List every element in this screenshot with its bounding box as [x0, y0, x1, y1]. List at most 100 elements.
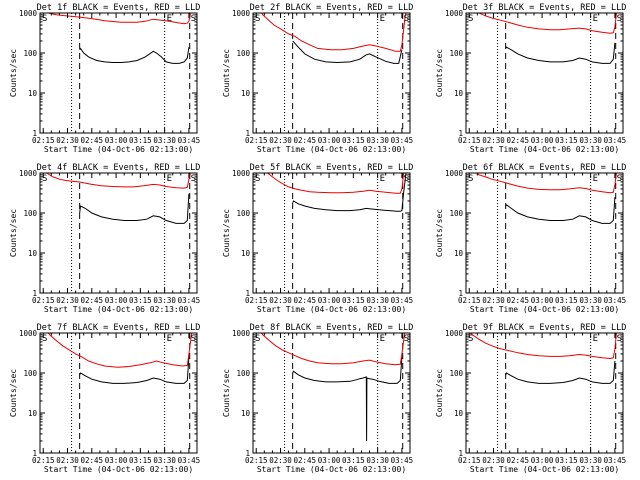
x-tick-label: 03:45 — [391, 456, 414, 465]
x-tick-label: 03:15 — [129, 296, 152, 305]
y-tick-label: 1 — [32, 449, 37, 458]
series-line-events — [292, 40, 403, 64]
y-tick-label: 1000 — [445, 169, 464, 178]
x-tick-label: 03:30 — [366, 296, 389, 305]
y-tick-label: 1 — [32, 129, 37, 138]
marker-end-e: E — [380, 334, 385, 344]
x-tick-label: 03:45 — [604, 456, 627, 465]
plot-frame — [39, 172, 198, 294]
x-tick-label: 02:15 — [245, 296, 268, 305]
panel-3: Det 3f BLACK = Events, RED = LLD 1 10 100 10… — [435, 3, 627, 154]
x-tick-label: 02:30 — [269, 296, 292, 305]
chart-title: Det 5f BLACK = Events, RED = LLD — [250, 163, 414, 173]
x-tick-label: 03:45 — [178, 296, 201, 305]
series-line-events — [292, 173, 407, 212]
x-tick-label: 02:30 — [482, 296, 505, 305]
marker-start-s-right: S — [617, 334, 622, 344]
y-tick-label: 1000 — [232, 169, 251, 178]
x-tick-label: 02:30 — [269, 136, 292, 145]
plot-frame — [252, 12, 411, 134]
chart-title: Det 8f BLACK = Events, RED = LLD — [250, 323, 414, 333]
y-tick-label: 1 — [32, 289, 37, 298]
x-tick-label: 02:15 — [32, 296, 55, 305]
series-line-lld — [260, 13, 407, 52]
marker-end-e: E — [167, 334, 172, 344]
marker-start-s-right: S — [191, 334, 196, 344]
x-tick-label: 03:30 — [153, 136, 176, 145]
x-tick-label: 03:00 — [318, 296, 341, 305]
panel-7: Det 7f BLACK = Events, RED = LLD 1 10 100 10… — [9, 323, 200, 474]
x-tick-label: 02:15 — [245, 456, 268, 465]
marker-end-e: E — [380, 14, 385, 24]
x-tick-label: 02:45 — [294, 296, 317, 305]
series-group — [260, 13, 407, 64]
series-group — [469, 333, 619, 384]
y-axis-label: Counts/sec — [222, 49, 231, 97]
x-tick-label: 02:30 — [56, 296, 79, 305]
plot-frame — [39, 12, 198, 134]
x-tick-label: 03:00 — [531, 456, 554, 465]
chart-title: Det 4f BLACK = Events, RED = LLD — [37, 163, 201, 173]
panel-9: Det 9f BLACK = Events, RED = LLD 1 10 100 10… — [435, 323, 626, 474]
marker-start-s: S — [42, 334, 47, 344]
x-tick-label: 03:45 — [391, 136, 414, 145]
series-line-lld — [44, 173, 193, 189]
y-axis-label: Counts/sec — [9, 49, 18, 97]
chart-title: Det 3f BLACK = Events, RED = LLD — [463, 3, 627, 13]
y-tick-label: 1000 — [19, 169, 38, 178]
x-tick-label: 03:00 — [105, 296, 128, 305]
x-tick-label: 02:45 — [507, 456, 530, 465]
y-tick-label: 1 — [245, 449, 250, 458]
x-tick-label: 02:15 — [458, 456, 481, 465]
x-tick-label: 02:45 — [81, 296, 104, 305]
y-tick-label: 100 — [236, 369, 250, 378]
y-tick-label: 10 — [454, 89, 464, 98]
x-tick-label: 02:15 — [458, 136, 481, 145]
series-line-events — [79, 193, 190, 224]
x-axis-label: Start Time (04-Oct-06 02:13:00) — [257, 465, 406, 474]
series-line-lld — [47, 333, 193, 368]
plot-frame — [465, 172, 624, 294]
panel-6: Det 6f BLACK = Events, RED = LLD 1 10 100 10… — [435, 163, 626, 314]
marker-end-e: E — [167, 14, 172, 24]
x-tick-label: 03:00 — [105, 136, 128, 145]
x-axis-label: Start Time (04-Oct-06 02:13:00) — [257, 145, 406, 154]
x-tick-label: 02:30 — [482, 456, 505, 465]
plot-frame — [465, 332, 624, 454]
x-axis-label: Start Time (04-Oct-06 02:13:00) — [44, 145, 193, 154]
marker-end-e: E — [593, 174, 598, 184]
y-tick-label: 1000 — [19, 329, 38, 338]
y-tick-label: 1 — [458, 129, 463, 138]
series-group — [43, 13, 192, 64]
marker-end-e: E — [593, 334, 598, 344]
x-tick-label: 03:15 — [342, 456, 365, 465]
y-tick-label: 10 — [241, 249, 251, 258]
x-tick-label: 02:30 — [482, 136, 505, 145]
y-tick-label: 10 — [241, 409, 251, 418]
y-tick-label: 100 — [23, 209, 37, 218]
marker-start-s-right: S — [617, 174, 622, 184]
marker-end-e: E — [380, 174, 385, 184]
y-tick-label: 1000 — [445, 9, 464, 18]
series-line-lld — [469, 333, 619, 360]
y-tick-label: 1 — [458, 289, 463, 298]
marker-start-s: S — [42, 14, 47, 24]
series-line-events — [505, 197, 616, 224]
series-group — [47, 333, 193, 384]
panel-4: Det 4f BLACK = Events, RED = LLD 1 10 100 10… — [9, 163, 200, 314]
series-line-lld — [43, 13, 192, 25]
marker-start-s: S — [468, 334, 473, 344]
x-axis-label: Start Time (04-Oct-06 02:13:00) — [44, 305, 193, 314]
y-tick-label: 10 — [28, 409, 38, 418]
y-tick-label: 10 — [28, 249, 38, 258]
x-tick-label: 02:45 — [507, 296, 530, 305]
plot-frame — [252, 332, 411, 454]
panel-1: Det 1f BLACK = Events, RED = LLD 1 10 100 10… — [9, 3, 200, 154]
series-group — [266, 173, 407, 212]
x-tick-label: 02:30 — [56, 136, 79, 145]
x-tick-label: 02:30 — [269, 456, 292, 465]
x-tick-label: 03:30 — [579, 456, 602, 465]
y-tick-label: 100 — [236, 209, 250, 218]
series-group — [475, 173, 619, 224]
series-line-lld — [266, 173, 405, 194]
